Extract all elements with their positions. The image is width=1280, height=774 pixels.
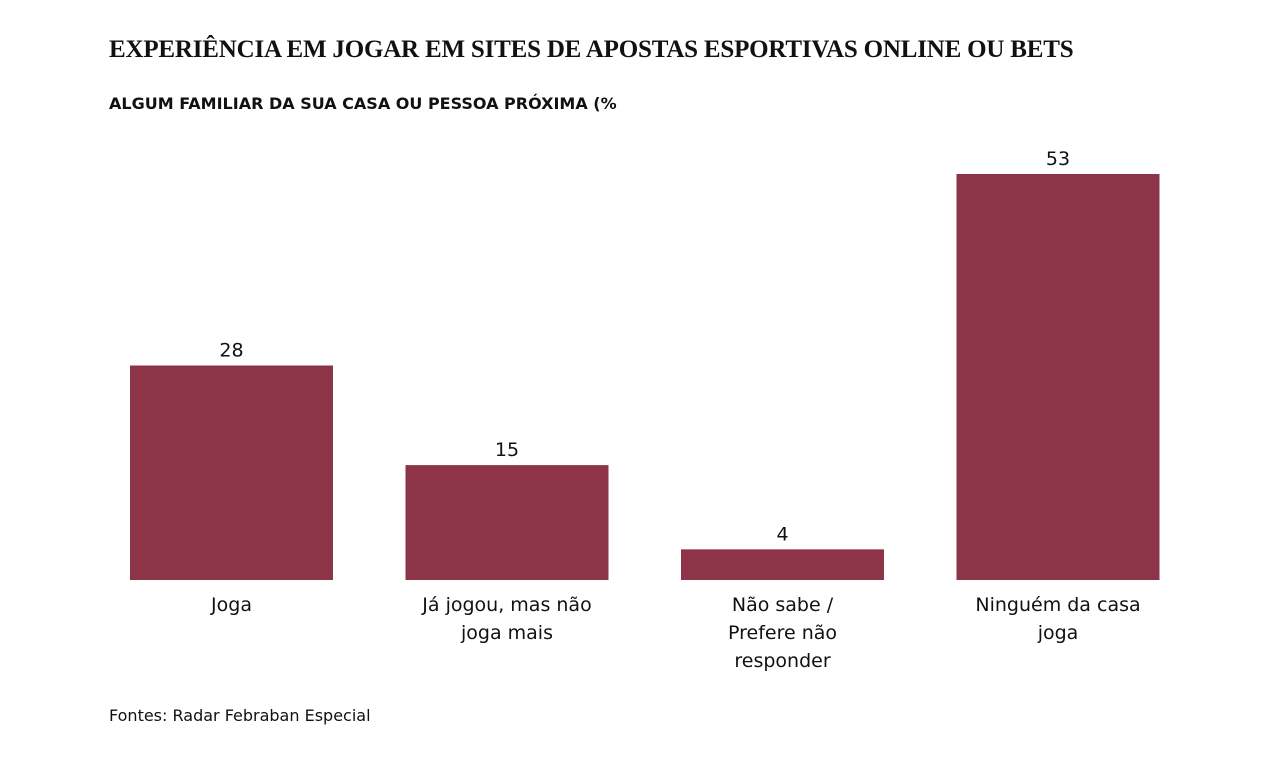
- source-note: Fontes: Radar Febraban Especial: [109, 706, 371, 725]
- category-label: Não sabe /: [732, 594, 834, 616]
- bar: [956, 174, 1160, 580]
- data-label: 28: [219, 340, 243, 362]
- chart-title: EXPERIÊNCIA EM JOGAR EM SITES DE APOSTAS…: [109, 36, 1074, 63]
- category-label: Joga: [210, 594, 252, 616]
- bar: [681, 549, 884, 580]
- bar: [130, 365, 333, 580]
- category-label: responder: [734, 650, 830, 672]
- category-label: Prefere não: [728, 622, 837, 644]
- category-label: joga mais: [460, 622, 553, 644]
- bar: [405, 465, 609, 580]
- chart-subtitle: ALGUM FAMILIAR DA SUA CASA OU PESSOA PRÓ…: [109, 94, 617, 113]
- category-label: joga: [1037, 622, 1079, 644]
- data-label: 4: [776, 523, 788, 545]
- category-label: Já jogou, mas não: [421, 594, 591, 616]
- data-label: 15: [495, 439, 519, 461]
- category-label: Ninguém da casa: [975, 594, 1140, 616]
- data-label: 53: [1046, 148, 1070, 170]
